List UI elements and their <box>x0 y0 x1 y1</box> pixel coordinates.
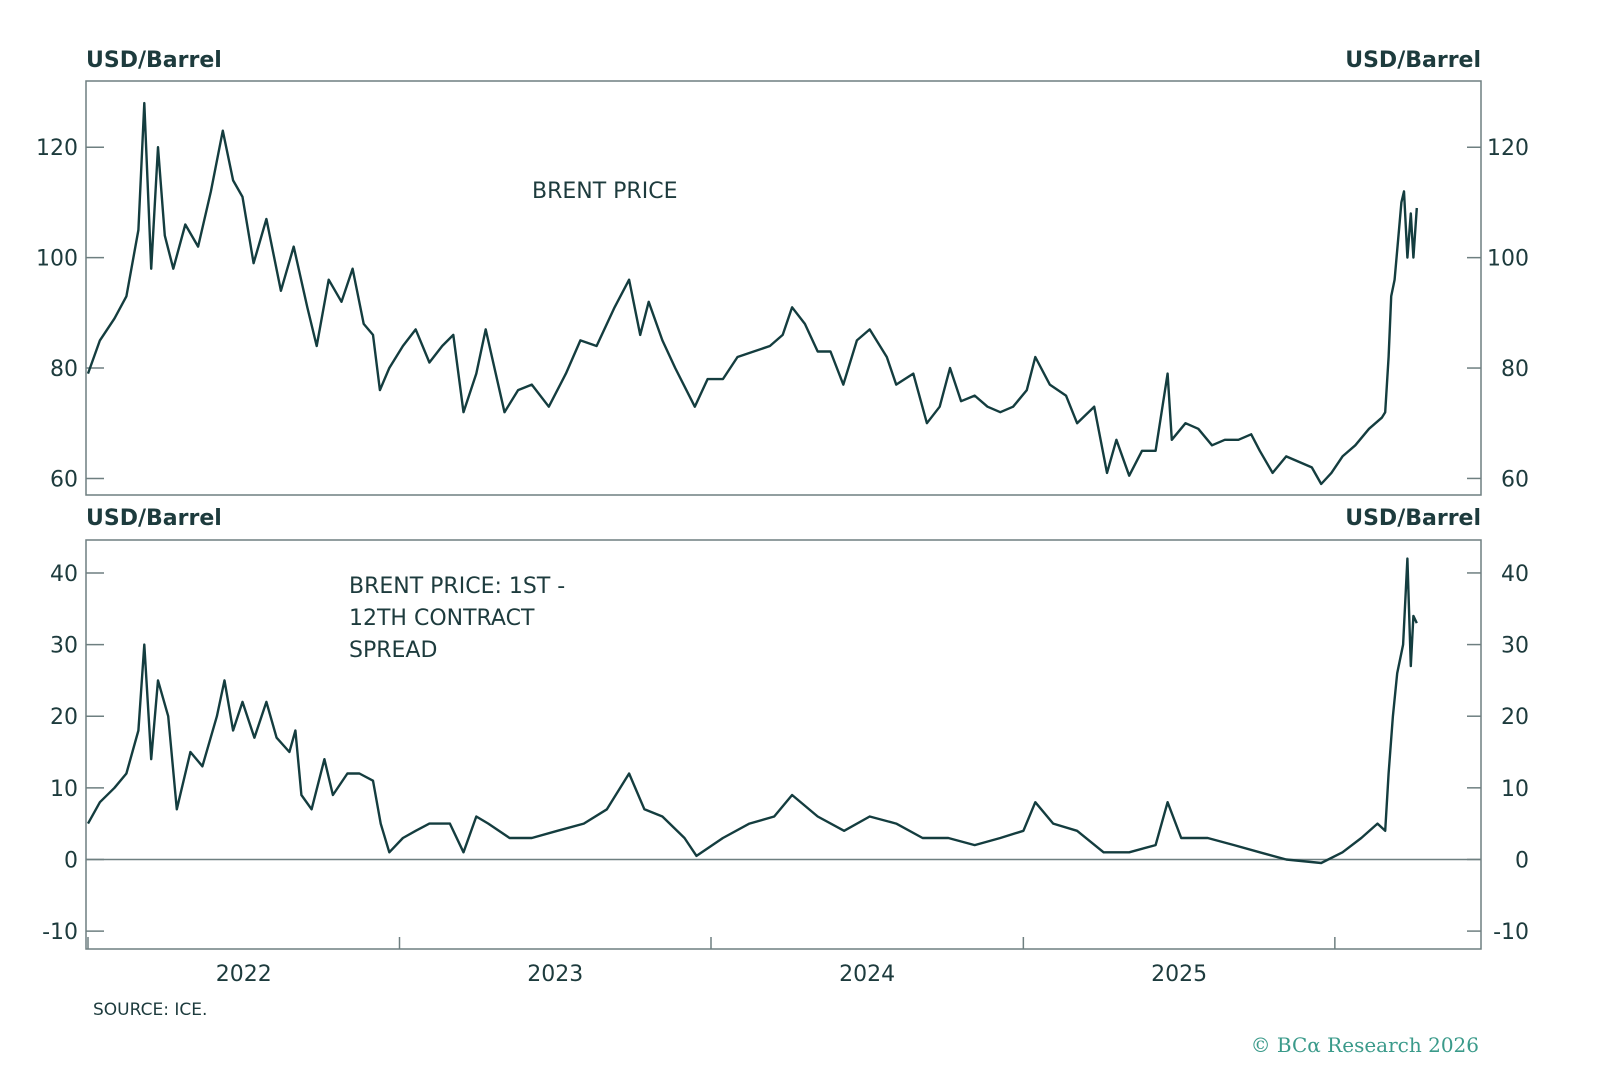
bottom-y-ticks: -10 -10 0 0 10 10 20 20 30 30 40 40 <box>42 562 1529 945</box>
x-tick-label: 2022 <box>216 962 272 987</box>
top-right-tick-label: 80 <box>1501 357 1529 382</box>
bottom-left-tick-label: 0 <box>64 848 78 873</box>
bottom-right-tick-label: 0 <box>1515 848 1529 873</box>
bottom-left-tick-label: 30 <box>50 634 78 659</box>
bottom-series-label-line-2: 12TH CONTRACT <box>349 606 535 631</box>
top-panel-frame <box>85 80 1482 496</box>
top-right-unit: USD/Barrel <box>1345 48 1481 73</box>
top-left-tick-label: 80 <box>50 357 78 382</box>
top-left-unit: USD/Barrel <box>86 48 222 73</box>
bottom-left-tick-label: 20 <box>50 705 78 730</box>
bottom-right-tick-label: 10 <box>1501 777 1529 802</box>
top-left-tick-label: 100 <box>36 247 78 272</box>
bottom-right-tick-label: 40 <box>1501 562 1529 587</box>
top-left-tick-label: 60 <box>50 467 78 492</box>
bottom-right-tick-label: -10 <box>1493 920 1529 945</box>
bottom-left-unit: USD/Barrel <box>86 506 222 531</box>
bottom-left-tick-label: 40 <box>50 562 78 587</box>
bottom-right-tick-label: 30 <box>1501 634 1529 659</box>
top-left-tick-label: 120 <box>36 136 78 161</box>
top-right-tick-label: 120 <box>1487 136 1529 161</box>
x-axis: 2022 2023 2024 2025 <box>87 937 1336 987</box>
top-series-label: BRENT PRICE <box>532 179 677 204</box>
source-note: SOURCE: ICE. <box>93 1000 207 1020</box>
top-right-tick-label: 100 <box>1487 247 1529 272</box>
copyright-logo: © BCα Research 2026 <box>1251 1033 1479 1057</box>
brent-price-line <box>86 101 1418 486</box>
bottom-left-tick-label: 10 <box>50 777 78 802</box>
bottom-series-label-line-1: BRENT PRICE: 1ST - <box>349 574 565 599</box>
top-y-ticks: 60 60 80 80 100 100 120 120 <box>36 136 1529 492</box>
x-tick-label: 2025 <box>1151 962 1207 987</box>
x-tick-label: 2023 <box>527 962 583 987</box>
top-right-tick-label: 60 <box>1501 467 1529 492</box>
bottom-right-unit: USD/Barrel <box>1345 506 1481 531</box>
bottom-right-tick-label: 20 <box>1501 705 1529 730</box>
bottom-left-tick-label: -10 <box>42 920 78 945</box>
bottom-series-label-line-3: SPREAD <box>349 638 437 663</box>
contract-spread-line <box>86 557 1418 865</box>
x-tick-label: 2024 <box>839 962 895 987</box>
bottom-panel-frame <box>85 539 1482 950</box>
